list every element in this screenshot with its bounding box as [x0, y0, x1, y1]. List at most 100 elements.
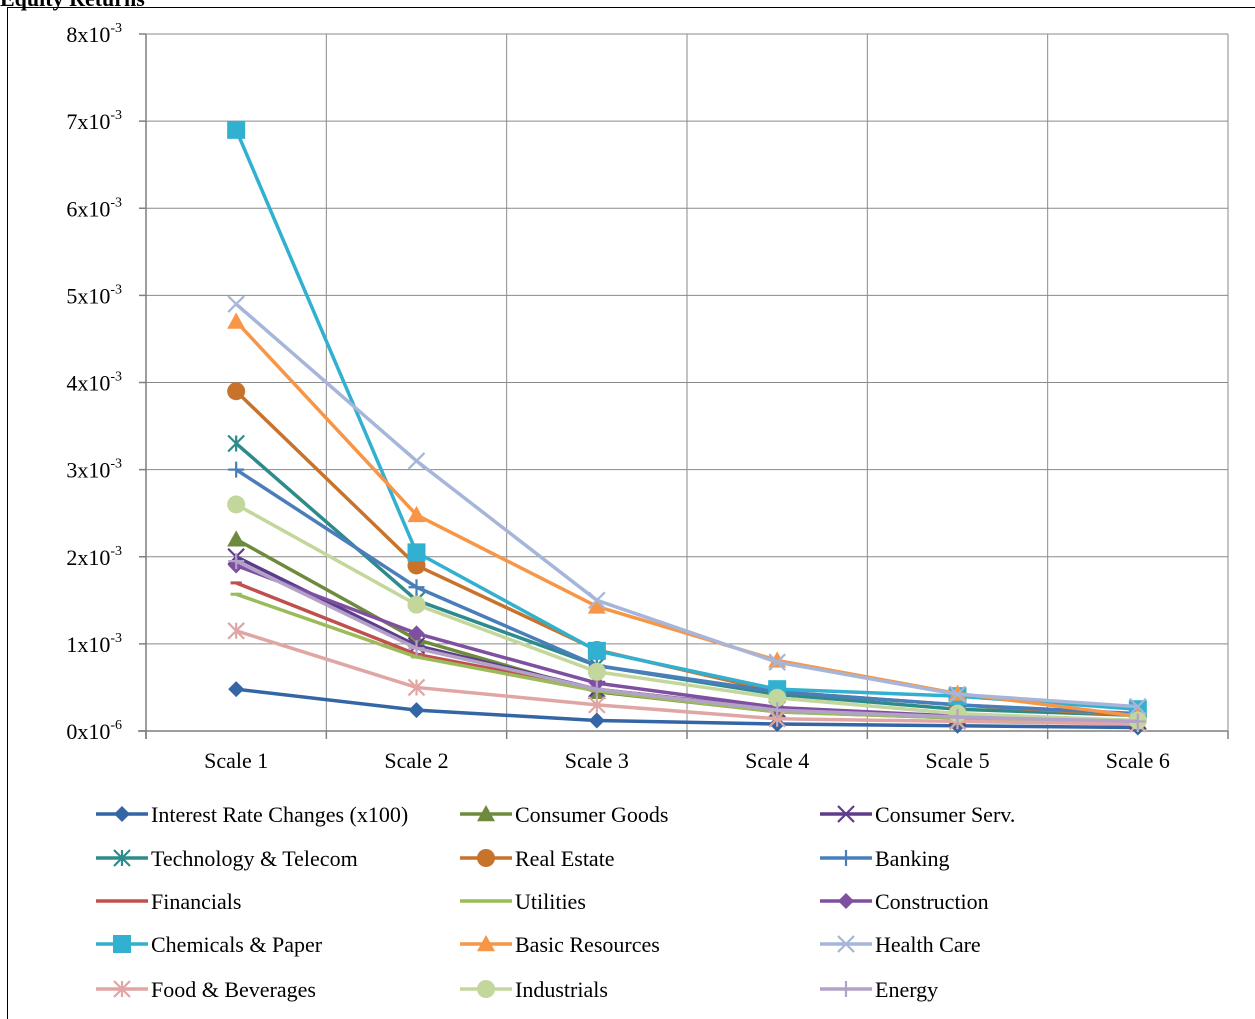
marker-triangle: [407, 505, 426, 523]
legend-entry: Food & Beverages: [96, 977, 316, 1002]
y-tick-label: 6x10-3: [66, 195, 122, 221]
marker-triangle: [477, 805, 495, 822]
marker-plus: [228, 461, 245, 478]
marker-plus: [408, 579, 425, 596]
legend-label: Consumer Goods: [515, 802, 668, 827]
series-line: [235, 468, 1138, 716]
legend-entry: Chemicals & Paper: [96, 932, 323, 957]
legend-entry: Real Estate: [460, 846, 615, 871]
marker-plus: [1129, 713, 1146, 730]
legend-entry: Interest Rate Changes (x100): [96, 802, 408, 827]
marker-circle: [587, 662, 606, 681]
y-tick-label: 4x10-3: [66, 370, 122, 396]
legend-entry: Construction: [820, 889, 989, 914]
y-tick-label: 2x10-3: [66, 544, 122, 570]
marker-x: [948, 685, 967, 704]
frame-left-border: [7, 7, 8, 1019]
legend-label: Real Estate: [515, 846, 615, 871]
marker-diamond: [838, 893, 854, 909]
y-tick-label: 8x10-3: [66, 21, 122, 47]
y-tick-exponent: -3: [110, 21, 122, 36]
legend-label: Food & Beverages: [151, 977, 316, 1002]
chart-title-cut: Equity Returns: [0, 0, 145, 12]
series-line: [235, 502, 1138, 723]
series-14: [228, 553, 1146, 730]
legend-label: Banking: [875, 846, 950, 871]
y-tick-exponent: -3: [110, 457, 122, 472]
y-tick-exponent: -3: [110, 631, 122, 646]
marker-plus: [949, 709, 966, 726]
legend-label: Consumer Serv.: [875, 802, 1015, 827]
x-tick-label: Scale 6: [1106, 748, 1170, 773]
legend-label: Industrials: [515, 977, 608, 1002]
marker-square: [113, 935, 131, 953]
marker-square: [407, 543, 426, 562]
legend-entry: Consumer Goods: [460, 802, 668, 827]
marker-circle: [227, 495, 246, 514]
x-tick-label: Scale 5: [925, 748, 989, 773]
marker-triangle: [227, 530, 246, 547]
marker-circle: [227, 382, 246, 401]
x-tick-label: Scale 2: [384, 748, 448, 773]
marker-circle: [768, 688, 787, 707]
marker-square: [227, 120, 246, 139]
x-tick-label: Scale 3: [565, 748, 629, 773]
marker-star: [588, 696, 606, 714]
y-tick-label: 7x10-3: [66, 108, 122, 134]
legend-entry: Banking: [820, 846, 950, 871]
legend-label: Chemicals & Paper: [151, 932, 323, 957]
series-line: [235, 559, 1138, 724]
marker-plus: [838, 981, 854, 997]
y-tick-exponent: -6: [110, 718, 122, 733]
x-tick-label: Scale 4: [745, 748, 809, 773]
legend-entry: Health Care: [820, 932, 981, 957]
marker-plus: [769, 702, 786, 719]
legend-label: Technology & Telecom: [151, 846, 358, 871]
y-tick-label: 5x10-3: [66, 282, 122, 308]
marker-diamond: [228, 681, 245, 698]
y-tick-exponent: -3: [110, 370, 122, 385]
marker-star: [113, 849, 131, 867]
marker-circle: [477, 980, 495, 998]
series-line: [235, 687, 1138, 730]
marker-plus: [408, 640, 425, 657]
legend-label: Financials: [151, 889, 241, 914]
legend-entry: Technology & Telecom: [96, 846, 358, 871]
legend-entry: Industrials: [460, 977, 608, 1002]
y-tick-exponent: -3: [110, 544, 122, 559]
marker-star: [227, 434, 245, 453]
y-tick-exponent: -3: [110, 195, 122, 210]
legend-entry: Basic Resources: [460, 932, 660, 957]
marker-circle: [407, 595, 426, 614]
marker-diamond: [588, 712, 605, 729]
legend-entry: Financials: [96, 889, 241, 914]
series-line: [235, 629, 1138, 726]
marker-x: [837, 805, 855, 823]
marker-plus: [228, 553, 245, 570]
marker-triangle: [477, 935, 495, 952]
y-tick-exponent: -3: [110, 108, 122, 123]
marker-plus: [838, 850, 854, 866]
y-tick-label: 3x10-3: [66, 457, 122, 483]
series-11: [227, 295, 1147, 716]
marker-x: [407, 452, 426, 470]
y-tick-label: 0x10-6: [66, 718, 122, 744]
legend-entry: Utilities: [460, 889, 586, 914]
marker-star: [407, 678, 426, 697]
marker-triangle: [587, 597, 606, 614]
marker-plus: [588, 681, 605, 698]
legend-label: Energy: [875, 977, 938, 1002]
marker-x: [768, 653, 786, 671]
legend-entry: Energy: [820, 977, 938, 1002]
marker-x: [588, 591, 606, 610]
legend-label: Interest Rate Changes (x100): [151, 802, 408, 827]
marker-circle: [477, 849, 495, 867]
marker-square: [587, 641, 606, 660]
marker-diamond: [114, 806, 130, 822]
frame-top-border: [7, 7, 1255, 8]
y-tick-exponent: -3: [110, 282, 122, 297]
legend-label: Utilities: [515, 889, 586, 914]
marker-x: [227, 295, 245, 313]
